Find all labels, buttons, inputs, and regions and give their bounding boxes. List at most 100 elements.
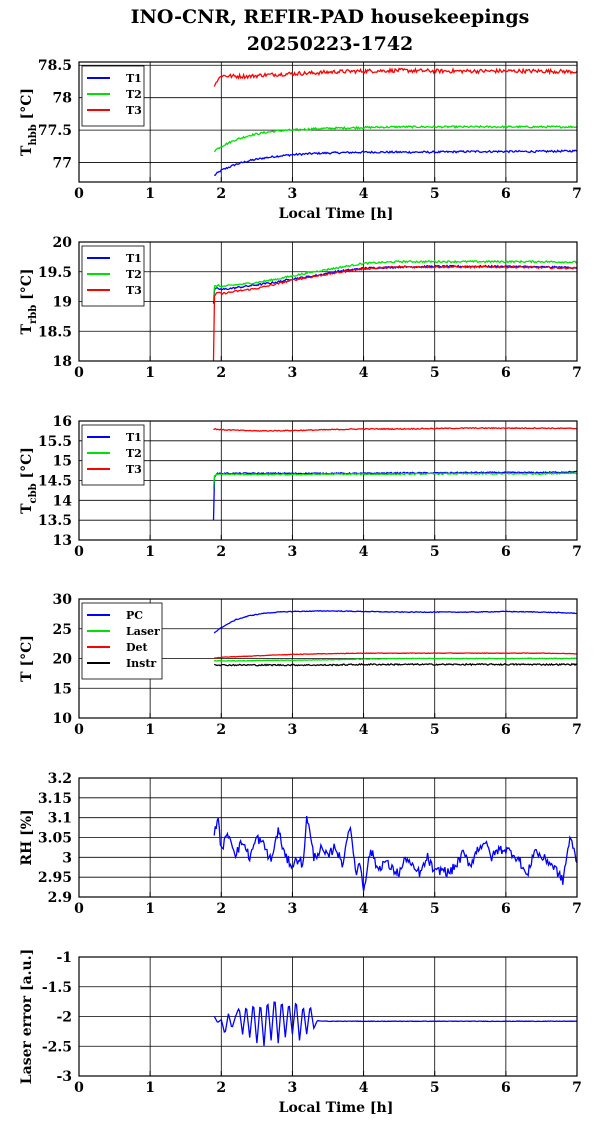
series-line-t2 <box>212 471 578 489</box>
legend-entry: T3 <box>126 284 142 297</box>
x-tick-label: 2 <box>216 544 226 560</box>
plot-frame <box>78 61 578 183</box>
series-line-det <box>214 652 577 659</box>
series-line-t1 <box>212 264 578 304</box>
series-line-pc <box>213 610 578 634</box>
panel-5: 0 1 2 3 4 5 6 7 2.9 2.95 3 3.05 3.1 3.15 3.2 RH [%] <box>19 771 582 917</box>
x-tick-label: 4 <box>359 544 369 560</box>
y-axis-label: RH [%] <box>19 809 35 865</box>
plot-frame <box>78 420 578 541</box>
x-tick-label: 0 <box>74 365 84 381</box>
y-tick-label: 3.15 <box>38 791 72 807</box>
x-tick-label: 1 <box>145 544 155 560</box>
x-tick-label: 4 <box>359 186 369 202</box>
x-tick-label: 0 <box>74 544 84 560</box>
y-tick-label: 15 <box>53 681 72 697</box>
y-tick-label: 15.5 <box>38 434 72 450</box>
panel-6: 0 1 2 3 4 5 6 7 -3 -2.5 -2 -1.5 -1 Local Time [h] Lase… <box>19 949 582 1116</box>
panel-2: 0 1 2 3 4 5 6 7 18 18.5 19 19.5 20 Trbb [°C] T1 T2 T3 <box>19 235 582 381</box>
x-tick-label: 7 <box>572 544 582 560</box>
series-line-laser <box>214 657 578 662</box>
series-line-rh <box>213 816 578 892</box>
y-tick-label: 18.5 <box>38 324 72 340</box>
y-tick-label: -2 <box>56 1010 72 1026</box>
y-axis-label: Laser error [a.u.] <box>19 949 35 1084</box>
y-tick-label: -2.5 <box>42 1039 72 1055</box>
x-axis-label: Local Time [h] <box>279 1100 394 1116</box>
series-line-instr <box>213 662 578 667</box>
x-tick-label: 0 <box>74 901 84 917</box>
x-tick-label: 1 <box>145 901 155 917</box>
x-tick-label: 5 <box>430 544 440 560</box>
y-tick-label: 3.2 <box>48 771 72 787</box>
x-tick-label: 5 <box>430 722 440 738</box>
x-tick-label: 4 <box>359 901 369 917</box>
y-tick-label: 3.05 <box>38 831 72 847</box>
series-line-t3 <box>213 426 578 433</box>
x-tick-label: 6 <box>501 365 511 381</box>
legend-entry: Det <box>126 641 149 654</box>
y-tick-label: 78.5 <box>38 58 72 74</box>
x-tick-label: 2 <box>216 1080 226 1096</box>
legend-entry: T3 <box>126 463 142 476</box>
y-axis-label: Trbb [°C] <box>19 269 39 335</box>
legend-entry: T2 <box>126 268 142 281</box>
legend-entry: T3 <box>126 104 142 117</box>
legend-box <box>81 245 145 307</box>
plot-frame <box>78 241 578 362</box>
legend-box <box>81 424 145 486</box>
x-tick-label: 7 <box>572 901 582 917</box>
legend-entry: T2 <box>126 88 142 101</box>
legend-entry: T1 <box>126 72 142 85</box>
y-tick-label: 3 <box>62 850 72 866</box>
series-line-t1 <box>212 470 578 521</box>
x-tick-label: 5 <box>430 186 440 202</box>
y-tick-label: -1 <box>56 950 72 966</box>
x-tick-label: 1 <box>145 1080 155 1096</box>
plot-frame <box>78 598 578 719</box>
x-tick-label: 6 <box>501 544 511 560</box>
x-tick-label: 7 <box>572 186 582 202</box>
y-axis-label: Thbb [°C] <box>19 88 39 156</box>
series-line-t1 <box>214 149 578 176</box>
x-tick-label: 6 <box>501 186 511 202</box>
legend-box <box>81 65 145 127</box>
y-tick-label: 18 <box>53 354 72 370</box>
x-tick-label: 4 <box>359 1080 369 1096</box>
x-tick-label: 3 <box>288 365 298 381</box>
y-tick-label: 77 <box>53 156 72 172</box>
y-tick-label: 3.1 <box>48 811 72 827</box>
y-axis-label: Tcbb [°C] <box>19 447 39 514</box>
x-tick-label: 1 <box>145 186 155 202</box>
x-tick-label: 7 <box>572 365 582 381</box>
x-tick-label: 4 <box>359 722 369 738</box>
y-tick-label: 14.5 <box>38 474 72 490</box>
x-tick-label: 5 <box>430 1080 440 1096</box>
y-tick-label: 19 <box>53 295 72 311</box>
y-tick-label: 15 <box>53 454 72 470</box>
series-line-t2 <box>213 124 578 153</box>
y-tick-label: 2.9 <box>48 890 72 906</box>
legend-entry: PC <box>126 609 143 622</box>
x-tick-label: 2 <box>216 901 226 917</box>
panel-4: 0 1 2 3 4 5 6 7 10 15 20 25 30 T [°C] PC Laser Det Instr <box>19 592 582 738</box>
y-tick-label: 19.5 <box>38 265 72 281</box>
panel-3: 0 1 2 3 4 5 6 7 13 13.5 14 14.5 15 15.5 16 Tcbb [°C] T1 T… <box>19 414 582 560</box>
legend-entry: Laser <box>126 625 160 638</box>
plot-frame <box>78 956 578 1077</box>
y-tick-label: 20 <box>53 652 73 668</box>
x-tick-label: 7 <box>572 722 582 738</box>
y-tick-label: 78 <box>53 91 72 107</box>
y-tick-label: 20 <box>53 235 73 251</box>
y-tick-label: -1.5 <box>42 980 72 996</box>
x-tick-label: 3 <box>288 722 298 738</box>
y-tick-label: 25 <box>53 622 72 638</box>
x-tick-label: 5 <box>430 365 440 381</box>
x-tick-label: 1 <box>145 365 155 381</box>
x-tick-label: 7 <box>572 1080 582 1096</box>
x-tick-label: 0 <box>74 186 84 202</box>
x-tick-label: 2 <box>216 365 226 381</box>
